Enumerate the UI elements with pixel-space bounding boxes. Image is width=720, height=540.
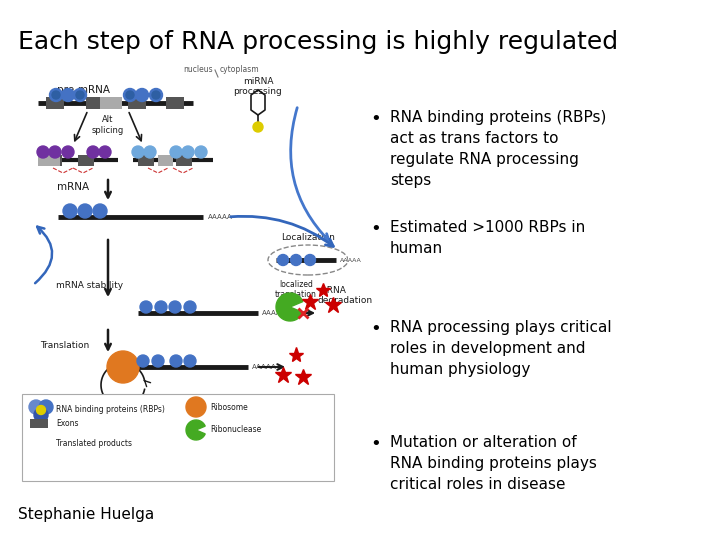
Text: AAAAA: AAAAA: [340, 258, 361, 262]
Circle shape: [124, 89, 137, 102]
FancyBboxPatch shape: [30, 419, 48, 428]
Text: RNA binding proteins (RBPs): RNA binding proteins (RBPs): [56, 404, 165, 414]
Text: AAAAA: AAAAA: [252, 364, 276, 370]
Text: •: •: [370, 320, 381, 338]
Text: nucleus: nucleus: [184, 65, 213, 75]
FancyBboxPatch shape: [176, 155, 192, 166]
Circle shape: [182, 146, 194, 158]
Text: miRNA
processing: miRNA processing: [233, 77, 282, 97]
Circle shape: [107, 351, 139, 383]
Text: Translation: Translation: [40, 341, 89, 349]
Circle shape: [152, 91, 160, 99]
Circle shape: [61, 89, 74, 102]
Circle shape: [150, 89, 163, 102]
Text: AAAAA: AAAAA: [262, 310, 287, 316]
Text: Ribonuclease: Ribonuclease: [210, 426, 261, 435]
Text: mRNA stability: mRNA stability: [56, 280, 123, 289]
Circle shape: [78, 204, 92, 218]
Text: Estimated >1000 RBPs in
human: Estimated >1000 RBPs in human: [390, 220, 585, 256]
Circle shape: [140, 301, 152, 313]
Circle shape: [253, 122, 263, 132]
FancyArrowPatch shape: [291, 107, 329, 241]
Text: •: •: [370, 435, 381, 453]
Circle shape: [186, 397, 206, 417]
Text: RNA processing plays critical
roles in development and
human physiology: RNA processing plays critical roles in d…: [390, 320, 611, 377]
FancyBboxPatch shape: [86, 97, 104, 109]
Text: •: •: [370, 110, 381, 128]
Circle shape: [184, 301, 196, 313]
Circle shape: [126, 91, 134, 99]
Text: Each step of RNA processing is highly regulated: Each step of RNA processing is highly re…: [18, 30, 618, 54]
FancyBboxPatch shape: [22, 394, 334, 481]
Text: Stephanie Huelga: Stephanie Huelga: [18, 507, 154, 522]
Circle shape: [305, 254, 315, 266]
Text: AAAAA: AAAAA: [208, 214, 233, 220]
Text: Alt
splicing: Alt splicing: [92, 116, 124, 134]
Circle shape: [29, 400, 43, 414]
Polygon shape: [276, 293, 303, 321]
Text: cytoplasm: cytoplasm: [220, 65, 260, 75]
Text: mRNA
degradation: mRNA degradation: [318, 286, 373, 305]
Circle shape: [34, 408, 48, 422]
Circle shape: [99, 146, 111, 158]
Circle shape: [62, 146, 74, 158]
FancyBboxPatch shape: [128, 97, 146, 109]
FancyArrowPatch shape: [231, 217, 333, 246]
Circle shape: [49, 146, 61, 158]
Text: RNA binding proteins (RBPs)
act as trans factors to
regulate RNA processing
step: RNA binding proteins (RBPs) act as trans…: [390, 110, 606, 188]
FancyBboxPatch shape: [38, 155, 60, 166]
Text: localized
translation: localized translation: [275, 280, 317, 299]
Text: Mutation or alteration of
RNA binding proteins plays
critical roles in disease: Mutation or alteration of RNA binding pr…: [390, 435, 597, 492]
FancyBboxPatch shape: [138, 155, 154, 166]
Text: pre-mRNA: pre-mRNA: [56, 85, 109, 95]
Circle shape: [135, 89, 148, 102]
FancyArrowPatch shape: [35, 227, 52, 283]
Circle shape: [290, 254, 302, 266]
Circle shape: [195, 146, 207, 158]
Circle shape: [93, 204, 107, 218]
FancyBboxPatch shape: [46, 97, 64, 109]
Circle shape: [76, 91, 84, 99]
Circle shape: [155, 301, 167, 313]
FancyBboxPatch shape: [78, 155, 94, 166]
FancyBboxPatch shape: [100, 97, 122, 109]
Text: mRNA: mRNA: [57, 182, 89, 192]
Circle shape: [63, 204, 77, 218]
Circle shape: [52, 91, 60, 99]
Circle shape: [184, 355, 196, 367]
Polygon shape: [186, 420, 205, 440]
FancyBboxPatch shape: [166, 97, 184, 109]
Circle shape: [132, 146, 144, 158]
Circle shape: [170, 146, 182, 158]
Circle shape: [37, 146, 49, 158]
Circle shape: [152, 355, 164, 367]
FancyBboxPatch shape: [158, 155, 173, 166]
Circle shape: [277, 254, 289, 266]
Text: Ribosome: Ribosome: [210, 402, 248, 411]
Circle shape: [87, 146, 99, 158]
Text: •: •: [370, 220, 381, 238]
Circle shape: [170, 355, 182, 367]
FancyBboxPatch shape: [46, 155, 62, 166]
Circle shape: [73, 89, 86, 102]
Circle shape: [137, 355, 149, 367]
Text: Exons: Exons: [56, 420, 78, 429]
Circle shape: [39, 400, 53, 414]
Circle shape: [37, 406, 45, 415]
Circle shape: [50, 89, 63, 102]
Text: Localization: Localization: [281, 233, 335, 241]
Text: Translated products: Translated products: [56, 438, 132, 448]
Circle shape: [144, 146, 156, 158]
Circle shape: [169, 301, 181, 313]
